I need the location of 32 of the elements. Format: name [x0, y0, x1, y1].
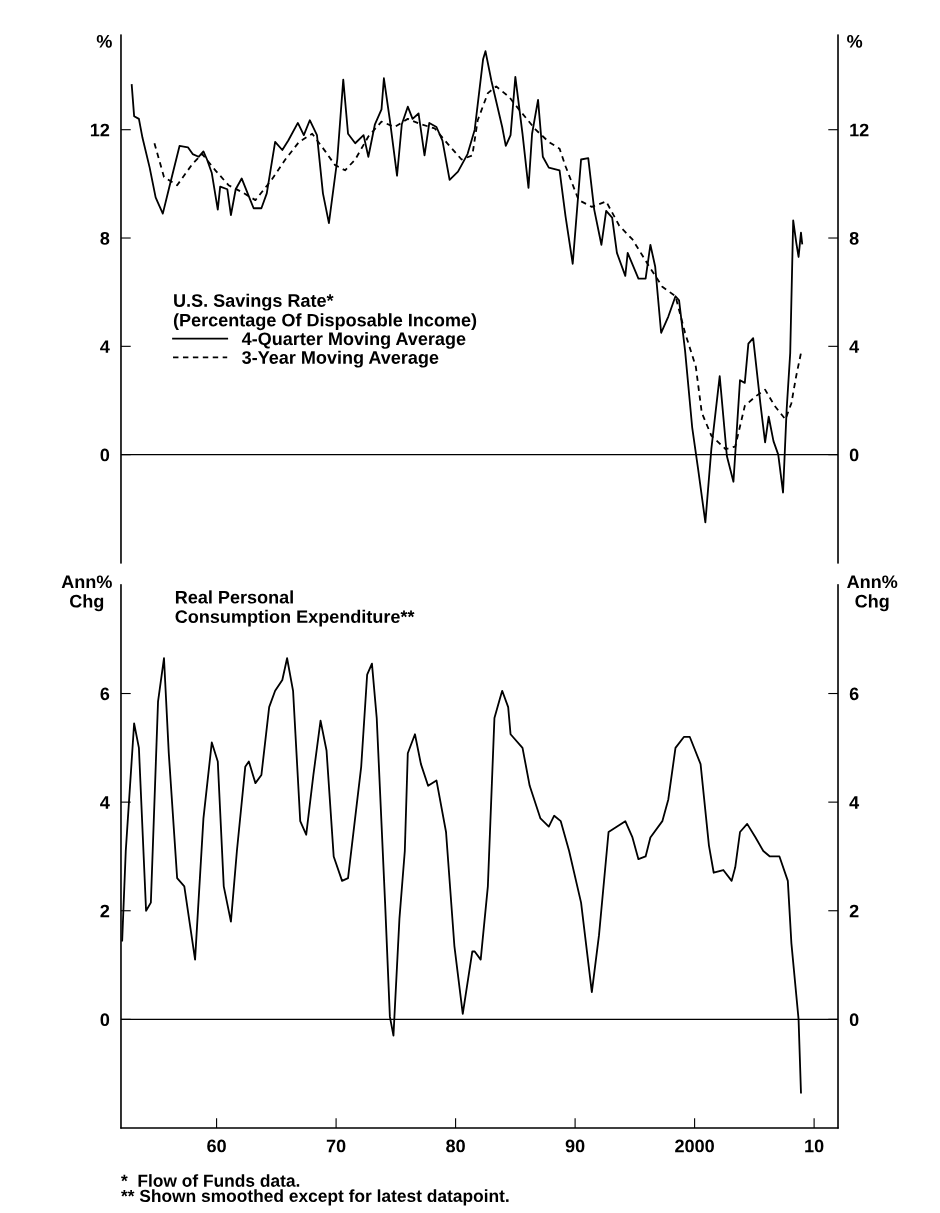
y-tick-label: 4 [100, 340, 110, 353]
x-tick-label: 60 [207, 1139, 226, 1153]
y-axis-title: Ann% Chg [61, 575, 112, 612]
y2-axis-title: % [847, 34, 863, 48]
y2-tick-label: 2 [849, 904, 859, 918]
x-tick-label: 90 [565, 1139, 585, 1153]
legend-label: 4-Quarter Moving Average [241, 331, 466, 349]
y-tick-label: 12 [90, 123, 110, 137]
legend-title: U.S. Savings Rate* (Percentage Of Disposable Income) [173, 293, 477, 331]
y-tick-label: 0 [100, 448, 110, 462]
x-tick-label: 2000 [675, 1139, 714, 1153]
y2-tick-label: 4 [849, 340, 860, 353]
y-tick-label: 6 [100, 687, 110, 701]
y2-tick-label: 0 [849, 1013, 859, 1027]
text: Real Personal Consumption Expenditure** [175, 590, 415, 627]
y-tick-label: 8 [100, 231, 110, 245]
y2-tick-label: 12 [850, 123, 869, 137]
y2-tick-label: 0 [849, 448, 859, 462]
y-tick-label: 4 [100, 796, 110, 809]
y2-tick-label: 6 [849, 687, 859, 701]
legend-label: 3-Year Moving Average [242, 350, 439, 368]
y-tick-label: 2 [100, 904, 110, 918]
x-tick-label: 70 [326, 1139, 346, 1153]
x-tick-label: 80 [446, 1139, 465, 1153]
y2-axis-title: Ann% Chg [847, 575, 898, 612]
text: ** Shown smoothed except for latest datapoint. [121, 1189, 509, 1206]
y-tick-label: 0 [100, 1013, 110, 1027]
y-axis-title: % [96, 34, 112, 48]
text: * Flow of Funds data. [121, 1174, 300, 1187]
y2-tick-label: 4 [849, 796, 860, 809]
x-tick-label: 10 [805, 1139, 824, 1153]
y2-tick-label: 8 [849, 231, 859, 245]
